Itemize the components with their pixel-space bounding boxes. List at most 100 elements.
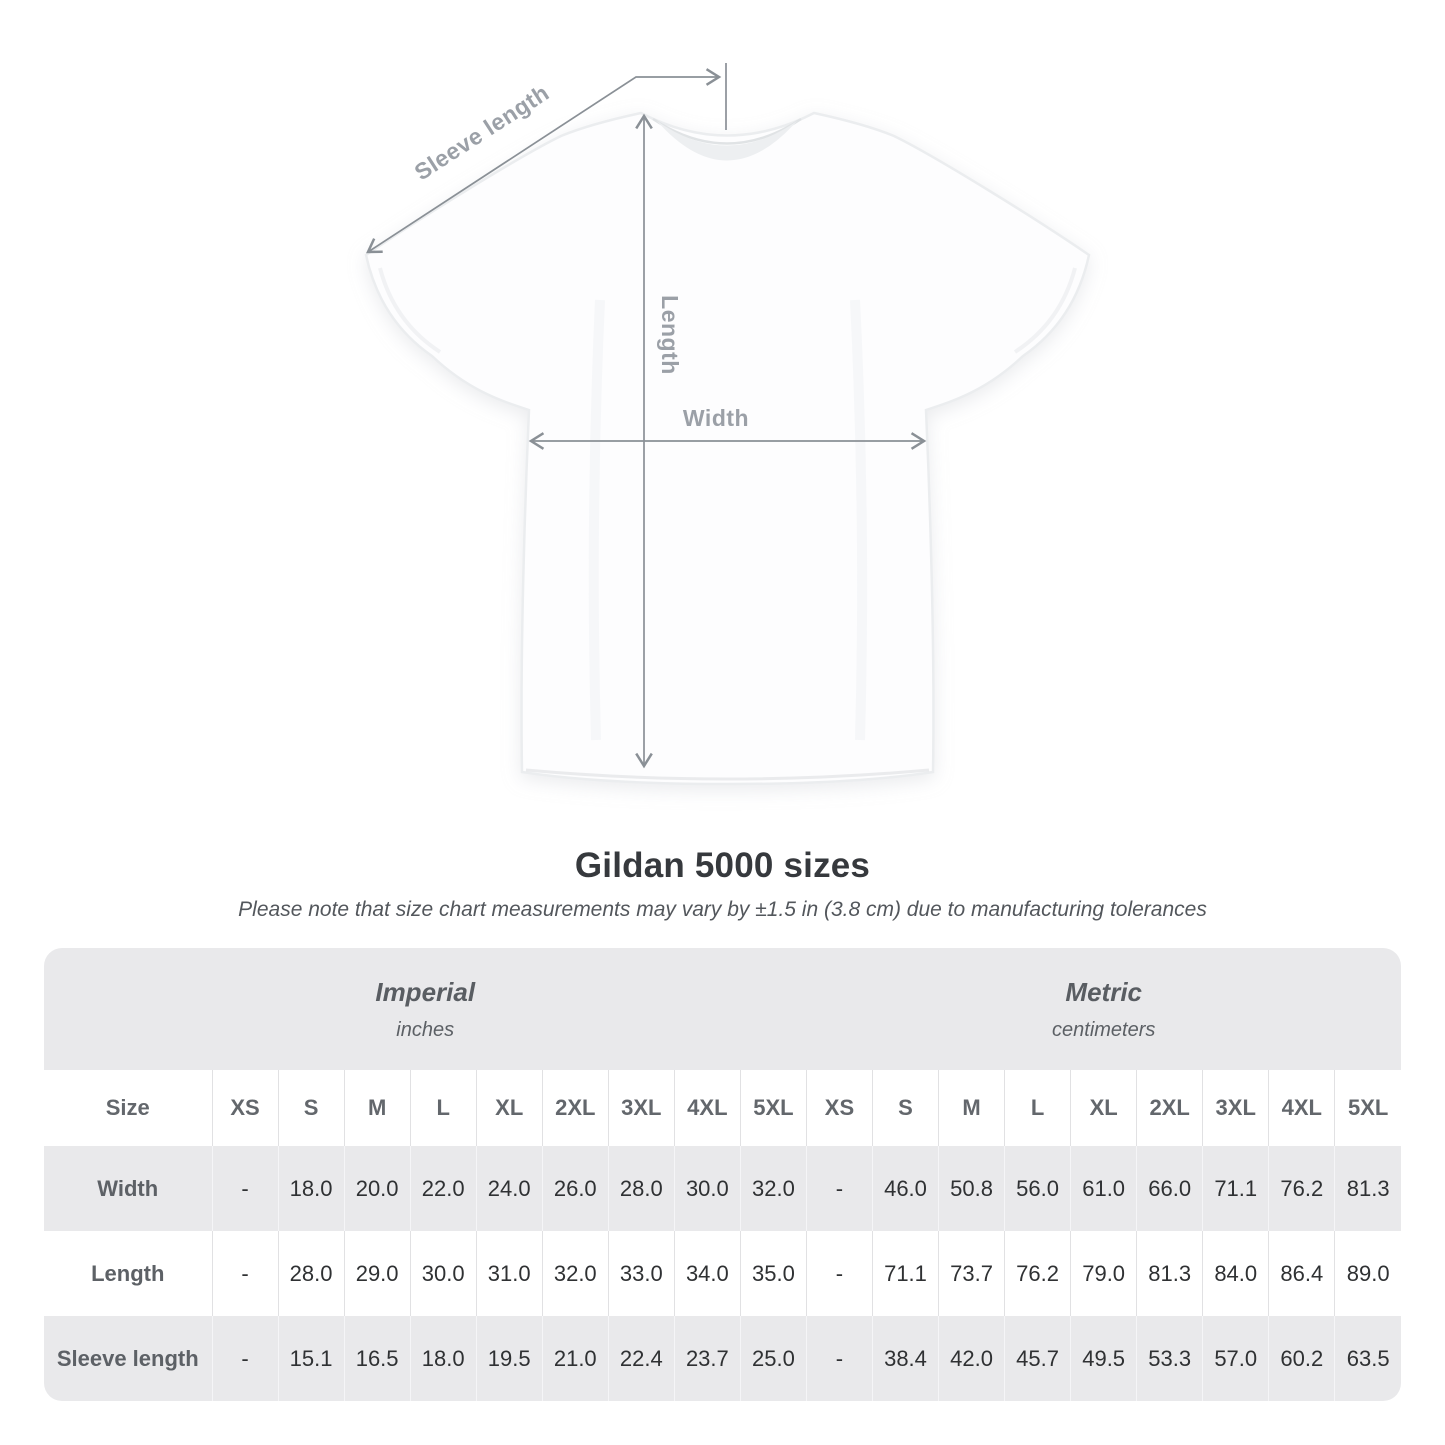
size-header-cell: 5XL — [1334, 1070, 1401, 1146]
value-cell: 63.5 — [1334, 1316, 1401, 1401]
unit-group-row: Imperial inches Metric centimeters — [44, 948, 1401, 1070]
value-cell: 45.7 — [1004, 1316, 1071, 1401]
value-cell: 56.0 — [1004, 1146, 1071, 1231]
value-cell: 34.0 — [673, 1231, 741, 1316]
size-table: Imperial inches Metric centimeters Size … — [44, 948, 1401, 1401]
value-cell: 35.0 — [739, 1231, 807, 1316]
left-sleeve-seam — [378, 267, 442, 354]
fold-shading-left — [588, 299, 605, 741]
value-cell: 76.2 — [1004, 1231, 1071, 1316]
size-header-cell: 5XL — [739, 1070, 807, 1146]
page-title: Gildan 5000 sizes — [574, 846, 871, 885]
length-label: Length — [657, 295, 683, 375]
size-header-cell: 3XL — [607, 1070, 675, 1146]
value-cell: 25.0 — [739, 1316, 807, 1401]
value-cell: 23.7 — [673, 1316, 741, 1401]
size-header-cell: XS — [211, 1070, 279, 1146]
value-cell: 32.0 — [739, 1146, 807, 1231]
value-cell: 71.1 — [871, 1231, 939, 1316]
value-cell: 66.0 — [1136, 1146, 1203, 1231]
value-cell: 24.0 — [475, 1146, 543, 1231]
sleeve-length-arrow — [366, 68, 722, 254]
width-label: Width — [683, 405, 749, 431]
value-cell: 71.1 — [1202, 1146, 1269, 1231]
value-cell: 89.0 — [1334, 1231, 1401, 1316]
size-header-row: Size XS S M L XL 2XL 3XL 4XL 5XL XS S M L XL 2XL 3XL 4XL… — [44, 1070, 1401, 1146]
row-label-length: Length — [44, 1231, 212, 1316]
value-cell: 86.4 — [1268, 1231, 1335, 1316]
value-cell: 20.0 — [343, 1146, 411, 1231]
value-cell: 84.0 — [1202, 1231, 1269, 1316]
value-cell: 32.0 — [541, 1231, 609, 1316]
tshirt-silhouette — [364, 111, 1091, 786]
value-cell: 30.0 — [673, 1146, 741, 1231]
size-header-cell: M — [343, 1070, 411, 1146]
size-header-cell: L — [1004, 1070, 1071, 1146]
size-header-cell: S — [277, 1070, 345, 1146]
tshirt-image — [364, 111, 1091, 786]
imperial-unit-label: inches — [396, 1018, 455, 1041]
value-cell: - — [211, 1316, 279, 1401]
imperial-group-header: Imperial inches — [44, 948, 807, 1070]
value-cell: - — [805, 1316, 873, 1401]
value-cell: 76.2 — [1268, 1146, 1335, 1231]
imperial-label: Imperial — [375, 976, 476, 1007]
hem-shadow-line — [525, 768, 930, 781]
tshirt-diagram-svg: Sleeve length Length Width — [364, 63, 1091, 786]
value-cell: - — [805, 1146, 873, 1231]
value-cell: 61.0 — [1070, 1146, 1137, 1231]
value-cell: 73.7 — [938, 1231, 1005, 1316]
size-header-cell: M — [938, 1070, 1005, 1146]
tshirt-measurement-diagram: Sleeve length Length Width — [364, 63, 1091, 786]
value-cell: 18.0 — [409, 1316, 477, 1401]
size-header-cell: XL — [1070, 1070, 1137, 1146]
metric-unit-label: centimeters — [1052, 1018, 1156, 1041]
value-cell: 19.5 — [475, 1316, 543, 1401]
size-header-cell: XS — [805, 1070, 873, 1146]
size-table-wrapper: Imperial inches Metric centimeters Size … — [44, 948, 1401, 1401]
size-header-cell: 4XL — [673, 1070, 741, 1146]
size-header-cell: 2XL — [1136, 1070, 1203, 1146]
value-cell: 30.0 — [409, 1231, 477, 1316]
chart-heading: Gildan 5000 sizes Please note that size … — [0, 846, 1445, 922]
row-label-width: Width — [44, 1146, 212, 1231]
size-header-cell: XL — [475, 1070, 543, 1146]
length-row: Length -28.0 29.0 30.0 31.0 32.0 33.0 34.0 35.0… — [44, 1231, 1401, 1316]
value-cell: 81.3 — [1334, 1146, 1401, 1231]
metric-group-header: Metric centimeters — [806, 948, 1401, 1070]
value-cell: - — [805, 1231, 873, 1316]
value-cell: 81.3 — [1136, 1231, 1203, 1316]
value-cell: 21.0 — [541, 1316, 609, 1401]
value-cell: 57.0 — [1202, 1316, 1269, 1401]
value-cell: 33.0 — [607, 1231, 675, 1316]
value-cell: 46.0 — [871, 1146, 939, 1231]
metric-label: Metric — [1065, 976, 1142, 1007]
value-cell: 42.0 — [938, 1316, 1005, 1401]
value-cell: 50.8 — [938, 1146, 1005, 1231]
value-cell: 60.2 — [1268, 1316, 1335, 1401]
size-header-cell: 3XL — [1202, 1070, 1269, 1146]
fold-shading-right — [850, 299, 868, 741]
right-sleeve-seam — [1013, 267, 1077, 354]
value-cell: - — [211, 1146, 279, 1231]
value-cell: 22.0 — [409, 1146, 477, 1231]
size-header-cell: S — [871, 1070, 939, 1146]
value-cell: 53.3 — [1136, 1316, 1203, 1401]
value-cell: 49.5 — [1070, 1316, 1137, 1401]
size-column-header: Size — [44, 1070, 212, 1146]
measurement-arrows — [366, 63, 927, 769]
value-cell: 28.0 — [607, 1146, 675, 1231]
value-cell: 22.4 — [607, 1316, 675, 1401]
value-cell: - — [211, 1231, 279, 1316]
value-cell: 31.0 — [475, 1231, 543, 1316]
size-header-cell: 2XL — [541, 1070, 609, 1146]
value-cell: 15.1 — [277, 1316, 345, 1401]
sleeve-length-row: Sleeve length -15.1 16.5 18.0 19.5 21.0 22.4 2… — [44, 1316, 1401, 1401]
width-row: Width -18.0 20.0 22.0 24.0 26.0 28.0 30.0 32.0-… — [44, 1146, 1401, 1231]
size-header-cell: L — [409, 1070, 477, 1146]
value-cell: 18.0 — [277, 1146, 345, 1231]
tolerance-note: Please note that size chart measurements… — [238, 898, 1207, 921]
value-cell: 28.0 — [277, 1231, 345, 1316]
size-header-cell: 4XL — [1268, 1070, 1335, 1146]
